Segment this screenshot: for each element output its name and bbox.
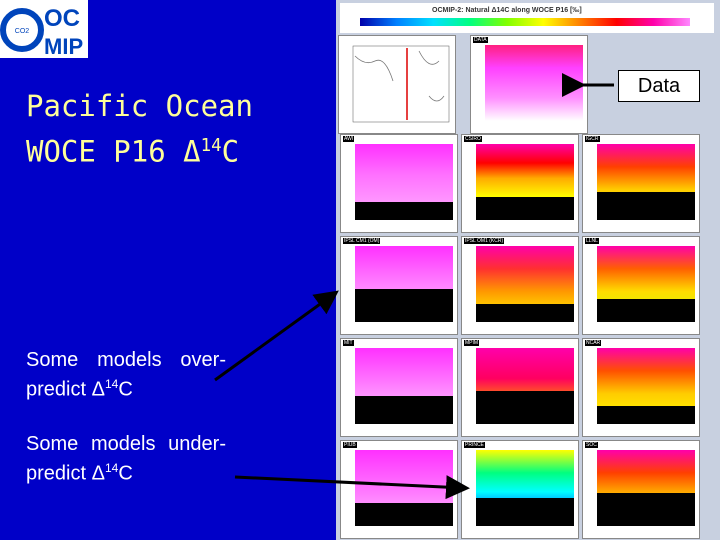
panel-label: CSIRO: [464, 136, 482, 142]
bullet: Some models over-predict Δ14C: [26, 348, 226, 402]
figure: OCMIP-2: Natural Δ14C along WOCE P16 [‰]…: [336, 0, 720, 540]
map: [352, 45, 450, 123]
panel-label: PIUB: [343, 442, 357, 448]
superscript: 14: [200, 136, 222, 156]
logo-bottom: MIP: [44, 34, 83, 58]
seafloor: [355, 396, 453, 424]
logo-badge: CO2: [15, 28, 30, 35]
panel-label: AWI: [343, 136, 355, 142]
map-panel: [338, 35, 456, 134]
section-plot: [355, 246, 453, 322]
panel-label: SOC: [585, 442, 598, 448]
section-plot: [355, 144, 453, 220]
colorbar: OCMIP-2: Natural Δ14C along WOCE P16 [‰]: [340, 3, 714, 33]
title-line: Pacific Ocean: [26, 89, 253, 123]
arrow: [214, 290, 339, 382]
seafloor: [355, 289, 453, 322]
section-plot: [597, 348, 695, 424]
panel-label: MPIM: [464, 340, 480, 346]
panel-label: PRINCE: [464, 442, 485, 448]
model-panel: MPIM: [461, 338, 579, 437]
panel-label: NCAR: [585, 340, 602, 346]
section-plot: [597, 144, 695, 220]
model-panel: IPSL CM1 (OM): [340, 236, 458, 335]
model-panel: PRINCE: [461, 440, 579, 539]
logo-graphic: CO2 OC MIP: [0, 5, 83, 59]
model-panel: SOC: [582, 440, 700, 539]
seafloor: [476, 197, 574, 220]
seafloor: [597, 406, 695, 424]
model-panel: IGCR: [582, 134, 700, 233]
slide-title: Pacific Ocean WOCE P16 Δ14C: [26, 86, 253, 172]
bullet-text: Some models under-predict Δ: [26, 433, 226, 485]
section-plot: [476, 450, 574, 526]
panel-label: IGCR: [585, 136, 600, 142]
section-plot: [476, 348, 574, 424]
panel-label: IPSL CM1 (OM): [343, 238, 381, 244]
panel-label: LLNL: [585, 238, 599, 244]
model-panel: CSIRO: [461, 134, 579, 233]
section-plot: [597, 246, 695, 322]
title-text: WOCE P16 Δ: [26, 134, 201, 169]
section-plot: [476, 144, 574, 220]
seafloor: [597, 192, 695, 220]
logo-top: OC: [44, 5, 80, 32]
model-panel: NCAR: [582, 338, 700, 437]
seafloor: [597, 299, 695, 322]
bullet-text: Some models over-predict Δ: [26, 349, 226, 401]
section-plot: [597, 450, 695, 526]
logo: CO2 OC MIP: [0, 0, 88, 59]
callout: Data: [618, 70, 700, 102]
panel-label: DATA: [473, 37, 488, 43]
model-panel: PIUB: [340, 440, 458, 539]
panel-label: MIT: [343, 340, 354, 346]
seafloor: [476, 391, 574, 424]
superscript: 14: [104, 377, 119, 391]
seafloor: [597, 493, 695, 526]
figure-title: OCMIP-2: Natural Δ14C along WOCE P16 [‰]: [432, 7, 582, 14]
arrow: [234, 475, 470, 500]
title-text: C: [221, 134, 240, 169]
seafloor: [476, 498, 574, 526]
superscript: 14: [104, 461, 119, 475]
panel-label: IPSL OM1 (KCR): [464, 238, 505, 244]
seafloor: [355, 202, 453, 220]
section-plot: [355, 348, 453, 424]
title-line: WOCE P16 Δ14C: [26, 126, 253, 172]
bullet-text: C: [118, 378, 133, 401]
model-panel: MIT: [340, 338, 458, 437]
bullet: Some models under-predict Δ14C: [26, 432, 226, 486]
section-plot: [476, 246, 574, 322]
seafloor: [355, 503, 453, 526]
model-panel: LLNL: [582, 236, 700, 335]
model-panel: IPSL OM1 (KCR): [461, 236, 579, 335]
bullet-text: C: [118, 462, 133, 485]
colorbar-scale: [360, 18, 690, 26]
model-panel: AWI: [340, 134, 458, 233]
seafloor: [476, 304, 574, 322]
